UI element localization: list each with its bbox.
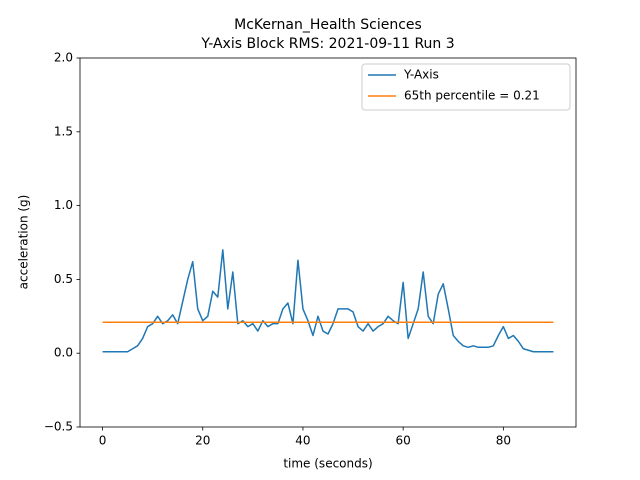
y-tick-label: 1.5 <box>54 124 73 138</box>
y-tick-label: 0.0 <box>54 346 73 360</box>
plot-frame <box>79 57 577 428</box>
y-axis-label: acceleration (g) <box>17 195 31 290</box>
x-tick-label: 0 <box>99 434 107 448</box>
x-tick-label: 20 <box>195 434 210 448</box>
x-axis-label: time (seconds) <box>283 457 372 471</box>
x-tick-label: 60 <box>396 434 411 448</box>
data-line <box>102 249 554 353</box>
legend-box <box>361 63 571 111</box>
legend-label: 65th percentile = 0.21 <box>404 89 540 103</box>
legend-label: Y-Axis <box>403 68 439 82</box>
x-tick-label: 80 <box>496 434 511 448</box>
y-tick-label: −0.5 <box>44 420 73 434</box>
chart-subtitle: Y-Axis Block RMS: 2021-09-11 Run 3 <box>200 36 454 52</box>
y-tick-label: 0.5 <box>54 272 73 286</box>
y-tick-label: 2.0 <box>54 51 73 65</box>
chart-title: McKernan_Health Sciences <box>234 17 422 33</box>
y-tick-label: 1.0 <box>54 198 73 212</box>
x-tick-label: 40 <box>295 434 310 448</box>
